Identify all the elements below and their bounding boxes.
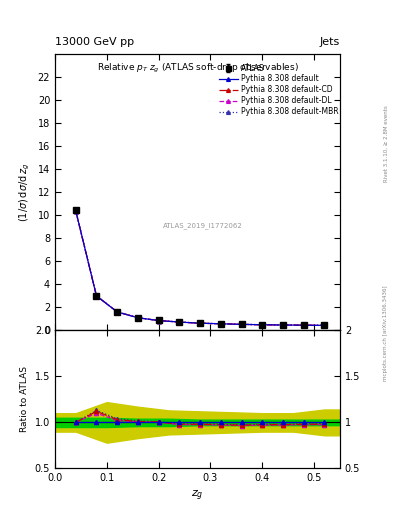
Line: Pythia 8.308 default-MBR: Pythia 8.308 default-MBR — [73, 208, 327, 328]
Pythia 8.308 default-MBR — [322, 322, 327, 328]
Text: Relative $p_T$ $z_g$ (ATLAS soft-drop observables): Relative $p_T$ $z_g$ (ATLAS soft-drop ob… — [97, 62, 298, 75]
Pythia 8.308 default-CD — [239, 321, 244, 327]
Pythia 8.308 default-DL — [177, 319, 182, 325]
Pythia 8.308 default-CD — [136, 315, 140, 321]
Pythia 8.308 default-DL — [136, 315, 140, 321]
Pythia 8.308 default — [239, 322, 244, 328]
Pythia 8.308 default-MBR — [94, 293, 99, 299]
Pythia 8.308 default-DL — [301, 322, 306, 328]
X-axis label: $z_g$: $z_g$ — [191, 489, 204, 503]
Pythia 8.308 default-MBR — [281, 322, 285, 328]
Pythia 8.308 default-CD — [156, 317, 161, 324]
Pythia 8.308 default-MBR — [260, 322, 264, 328]
Pythia 8.308 default-DL — [239, 322, 244, 328]
Line: Pythia 8.308 default: Pythia 8.308 default — [73, 208, 327, 328]
Pythia 8.308 default-DL — [322, 323, 327, 329]
Pythia 8.308 default — [136, 315, 140, 321]
Pythia 8.308 default-CD — [219, 321, 223, 327]
Pythia 8.308 default-DL — [260, 322, 264, 328]
Pythia 8.308 default-DL — [115, 309, 119, 315]
Pythia 8.308 default-DL — [156, 317, 161, 324]
Pythia 8.308 default — [260, 322, 264, 328]
Pythia 8.308 default-MBR — [177, 319, 182, 325]
Pythia 8.308 default-MBR — [136, 314, 140, 321]
Pythia 8.308 default-CD — [115, 309, 119, 315]
Pythia 8.308 default — [281, 322, 285, 328]
Pythia 8.308 default-CD — [73, 208, 78, 214]
Pythia 8.308 default — [73, 207, 78, 214]
Text: Rivet 3.1.10, ≥ 2.8M events: Rivet 3.1.10, ≥ 2.8M events — [384, 105, 388, 182]
Pythia 8.308 default — [322, 323, 327, 329]
Pythia 8.308 default — [198, 320, 202, 326]
Pythia 8.308 default-DL — [198, 320, 202, 326]
Pythia 8.308 default-CD — [301, 322, 306, 328]
Pythia 8.308 default — [94, 293, 99, 299]
Text: Jets: Jets — [320, 37, 340, 47]
Pythia 8.308 default — [301, 322, 306, 328]
Pythia 8.308 default — [219, 321, 223, 327]
Y-axis label: Ratio to ATLAS: Ratio to ATLAS — [20, 367, 29, 432]
Pythia 8.308 default — [115, 309, 119, 315]
Pythia 8.308 default-CD — [94, 293, 99, 299]
Pythia 8.308 default-MBR — [301, 322, 306, 328]
Pythia 8.308 default-DL — [94, 293, 99, 299]
Pythia 8.308 default-MBR — [198, 320, 202, 326]
Pythia 8.308 default-MBR — [115, 309, 119, 315]
Y-axis label: $(1/\sigma)\,\mathrm{d}\sigma/\mathrm{d}\,z_g$: $(1/\sigma)\,\mathrm{d}\sigma/\mathrm{d}… — [18, 162, 32, 222]
Pythia 8.308 default-MBR — [239, 321, 244, 327]
Pythia 8.308 default-CD — [177, 319, 182, 325]
Legend: ATLAS, Pythia 8.308 default, Pythia 8.308 default-CD, Pythia 8.308 default-DL, P: ATLAS, Pythia 8.308 default, Pythia 8.30… — [217, 62, 340, 118]
Text: mcplots.cern.ch [arXiv:1306.3436]: mcplots.cern.ch [arXiv:1306.3436] — [384, 285, 388, 380]
Pythia 8.308 default-DL — [219, 321, 223, 327]
Pythia 8.308 default-MBR — [156, 317, 161, 324]
Pythia 8.308 default-MBR — [219, 321, 223, 327]
Pythia 8.308 default — [156, 317, 161, 324]
Pythia 8.308 default-DL — [73, 208, 78, 214]
Line: Pythia 8.308 default-CD: Pythia 8.308 default-CD — [73, 209, 327, 328]
Pythia 8.308 default-CD — [260, 322, 264, 328]
Pythia 8.308 default-CD — [198, 320, 202, 326]
Pythia 8.308 default-DL — [281, 322, 285, 328]
Pythia 8.308 default-MBR — [73, 207, 78, 214]
Text: 13000 GeV pp: 13000 GeV pp — [55, 37, 134, 47]
Pythia 8.308 default — [177, 319, 182, 325]
Pythia 8.308 default-CD — [322, 323, 327, 329]
Line: Pythia 8.308 default-DL: Pythia 8.308 default-DL — [73, 209, 327, 328]
Pythia 8.308 default-CD — [281, 322, 285, 328]
Text: ATLAS_2019_I1772062: ATLAS_2019_I1772062 — [163, 222, 243, 228]
